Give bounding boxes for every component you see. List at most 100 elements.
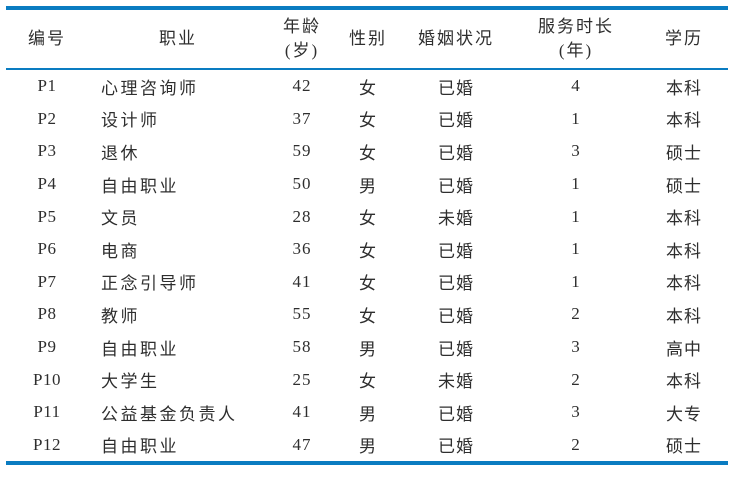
header-sublabel: (岁) — [284, 41, 320, 60]
table-row: P2 设计师 37 女 已婚 1 本科 — [6, 103, 728, 136]
cell-age: 41 — [292, 271, 312, 291]
cell-service: 1 — [571, 206, 581, 226]
cell-service: 1 — [571, 108, 581, 128]
cell-age: 55 — [292, 304, 312, 324]
cell-marital: 未婚 — [438, 372, 474, 392]
header-label: 编号 — [28, 29, 66, 48]
cell-occupation: 自由职业 — [101, 437, 179, 457]
cell-occupation: 大学生 — [101, 372, 160, 392]
cell-marital: 已婚 — [438, 176, 474, 196]
table-body: P1 心理咨询师 42 女 已婚 4 本科 P2 设计师 37 女 已婚 1 本… — [6, 69, 728, 463]
table-row: P9 自由职业 58 男 已婚 3 高中 — [6, 331, 728, 364]
cell-age: 41 — [292, 402, 312, 422]
cell-education: 硕士 — [666, 143, 702, 163]
cell-service: 2 — [571, 304, 581, 324]
table-row: P4 自由职业 50 男 已婚 1 硕士 — [6, 168, 728, 201]
cell-gender: 女 — [359, 274, 377, 294]
cell-service: 1 — [571, 271, 581, 291]
cell-age: 50 — [292, 174, 312, 194]
cell-education: 硕士 — [666, 176, 702, 196]
cell-education: 硕士 — [666, 437, 702, 457]
cell-id: P9 — [37, 337, 57, 357]
table-row: P10 大学生 25 女 未婚 2 本科 — [6, 363, 728, 396]
cell-age: 28 — [292, 206, 312, 226]
table-row: P12 自由职业 47 男 已婚 2 硕士 — [6, 429, 728, 464]
cell-id: P11 — [33, 402, 61, 422]
cell-id: P7 — [37, 271, 57, 291]
cell-occupation: 设计师 — [101, 111, 160, 131]
cell-marital: 未婚 — [438, 209, 474, 229]
table-row: P8 教师 55 女 已婚 2 本科 — [6, 298, 728, 331]
cell-id: P5 — [37, 206, 57, 226]
cell-service: 3 — [571, 402, 581, 422]
column-header-marital: 婚姻状况 — [400, 8, 512, 70]
cell-age: 36 — [292, 239, 312, 259]
cell-age: 59 — [292, 141, 312, 161]
column-header-gender: 性别 — [336, 8, 400, 70]
column-header-age: 年龄 (岁) — [268, 8, 336, 70]
header-row: 编号 职业 年龄 (岁) 性别 — [6, 8, 728, 70]
cell-marital: 已婚 — [438, 111, 474, 131]
column-header-education: 学历 — [640, 8, 728, 70]
cell-education: 本科 — [666, 111, 702, 131]
cell-occupation: 自由职业 — [101, 176, 179, 196]
cell-education: 高中 — [666, 339, 702, 359]
cell-occupation: 教师 — [101, 306, 140, 326]
cell-education: 大专 — [666, 404, 702, 424]
table-row: P11 公益基金负责人 41 男 已婚 3 大专 — [6, 396, 728, 429]
cell-gender: 男 — [359, 176, 377, 196]
cell-gender: 女 — [359, 209, 377, 229]
cell-occupation: 公益基金负责人 — [101, 404, 238, 424]
cell-occupation: 正念引导师 — [101, 274, 199, 294]
cell-id: P8 — [37, 304, 57, 324]
cell-service: 3 — [571, 337, 581, 357]
cell-gender: 男 — [359, 437, 377, 457]
cell-marital: 已婚 — [438, 143, 474, 163]
table-row: P7 正念引导师 41 女 已婚 1 本科 — [6, 266, 728, 299]
cell-age: 25 — [292, 369, 312, 389]
cell-marital: 已婚 — [438, 274, 474, 294]
participants-table: 编号 职业 年龄 (岁) 性别 — [6, 6, 728, 466]
cell-gender: 女 — [359, 143, 377, 163]
cell-occupation: 文员 — [101, 209, 140, 229]
cell-marital: 已婚 — [438, 306, 474, 326]
cell-marital: 已婚 — [438, 404, 474, 424]
cell-id: P12 — [33, 434, 61, 454]
cell-education: 本科 — [666, 372, 702, 392]
cell-service: 3 — [571, 141, 581, 161]
cell-occupation: 退休 — [101, 143, 140, 163]
cell-gender: 男 — [359, 339, 377, 359]
cell-education: 本科 — [666, 306, 702, 326]
header-label: 婚姻状况 — [418, 29, 494, 48]
cell-education: 本科 — [666, 241, 702, 261]
cell-id: P2 — [37, 108, 57, 128]
cell-marital: 已婚 — [438, 437, 474, 457]
cell-age: 58 — [292, 337, 312, 357]
cell-gender: 女 — [359, 372, 377, 392]
cell-education: 本科 — [666, 274, 702, 294]
column-header-service: 服务时长 (年) — [512, 8, 640, 70]
cell-service: 2 — [571, 434, 581, 454]
cell-gender: 女 — [359, 111, 377, 131]
table-header: 编号 职业 年龄 (岁) 性别 — [6, 8, 728, 70]
cell-id: P10 — [33, 369, 61, 389]
header-label: 学历 — [665, 29, 703, 48]
cell-id: P3 — [37, 141, 57, 161]
column-header-occupation: 职业 — [88, 8, 268, 70]
header-label: 性别 — [349, 29, 387, 48]
header-label: 年龄 — [283, 17, 321, 36]
cell-marital: 已婚 — [438, 339, 474, 359]
header-sublabel: (年) — [558, 41, 594, 60]
cell-occupation: 自由职业 — [101, 339, 179, 359]
header-label: 服务时长 — [538, 17, 614, 36]
table-row: P6 电商 36 女 已婚 1 本科 — [6, 233, 728, 266]
cell-id: P1 — [37, 76, 57, 96]
cell-age: 37 — [292, 108, 312, 128]
cell-gender: 女 — [359, 306, 377, 326]
cell-gender: 男 — [359, 404, 377, 424]
cell-service: 2 — [571, 369, 581, 389]
cell-id: P6 — [37, 239, 57, 259]
cell-service: 1 — [571, 239, 581, 259]
table-row: P5 文员 28 女 未婚 1 本科 — [6, 200, 728, 233]
cell-id: P4 — [37, 174, 57, 194]
